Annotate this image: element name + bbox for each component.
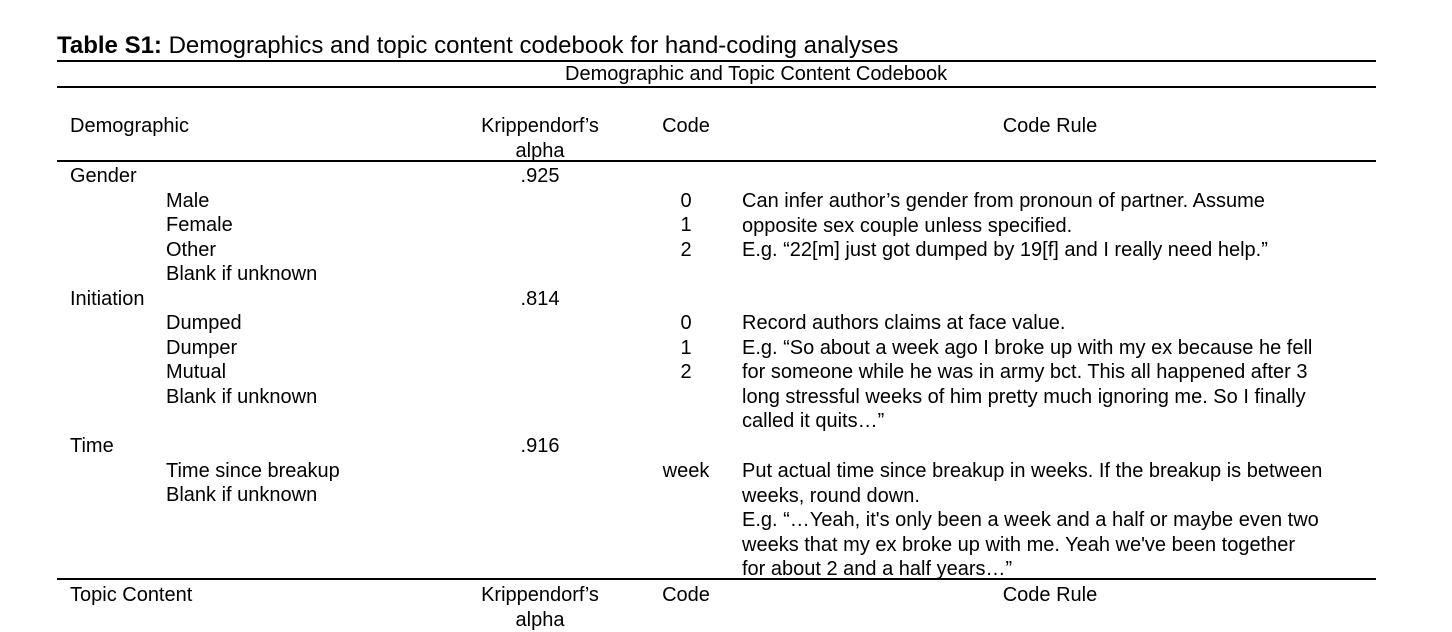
header-alpha-line1: Krippendorf’s [470, 114, 610, 139]
gender-code-rule: Can infer author’s gender from pronoun o… [742, 189, 1372, 263]
initiation-rule-line: E.g. “So about a week ago I broke up wit… [742, 336, 1372, 361]
gender-option-blank: Blank if unknown [166, 262, 317, 287]
topic-header-code: Code [650, 583, 722, 608]
time-option-blank: Blank if unknown [166, 483, 317, 508]
header-demographic: Demographic [70, 114, 189, 139]
table-subtitle: Demographic and Topic Content Codebook [565, 62, 947, 87]
gender-code-male: 0 [650, 189, 722, 214]
time-code-week: week [650, 459, 722, 484]
table-title: Demographics and topic content codebook … [169, 32, 899, 59]
time-alpha: .916 [500, 434, 580, 459]
initiation-alpha: .814 [500, 287, 580, 312]
gender-rule-line: opposite sex couple unless specified. [742, 214, 1372, 239]
header-code-rule: Code Rule [960, 114, 1140, 139]
topic-header-code-rule: Code Rule [960, 583, 1140, 608]
gender-option-female: Female [166, 213, 233, 238]
initiation-code-mutual: 2 [650, 360, 722, 385]
initiation-option-mutual: Mutual [166, 360, 226, 385]
initiation-rule-line: called it quits…” [742, 409, 1372, 434]
gender-rule-line: E.g. “22[m] just got dumped by 19[f] and… [742, 238, 1372, 263]
topic-header-alpha-line1: Krippendorf’s [470, 583, 610, 608]
initiation-code-rule: Record authors claims at face value. E.g… [742, 311, 1372, 434]
time-rule-line: weeks that my ex broke up with me. Yeah … [742, 533, 1372, 558]
initiation-code-dumper: 1 [650, 336, 722, 361]
subtitle-rule [57, 86, 1376, 88]
initiation-code-dumped: 0 [650, 311, 722, 336]
initiation-option-dumper: Dumper [166, 336, 237, 361]
time-rule-line: E.g. “…Yeah, it's only been a week and a… [742, 508, 1372, 533]
time-option-since-breakup: Time since breakup [166, 459, 340, 484]
time-code-rule: Put actual time since breakup in weeks. … [742, 459, 1372, 582]
header-alpha: Krippendorf’s alpha [470, 114, 610, 163]
header-topic-content: Topic Content [70, 583, 192, 608]
header-code: Code [650, 114, 722, 139]
gender-alpha: .925 [500, 164, 580, 189]
demographic-initiation: Initiation [70, 287, 145, 312]
gender-option-other: Other [166, 238, 216, 263]
table-caption: Table S1: Demographics and topic content… [57, 33, 898, 59]
gender-code-female: 1 [650, 213, 722, 238]
demographic-gender: Gender [70, 164, 137, 189]
initiation-rule-line: for someone while he was in army bct. Th… [742, 360, 1372, 385]
time-rule-line: weeks, round down. [742, 484, 1372, 509]
topic-header-alpha: Krippendorf’s alpha [470, 583, 610, 632]
gender-option-male: Male [166, 189, 209, 214]
gender-code-other: 2 [650, 238, 722, 263]
table-label: Table S1: [57, 32, 162, 59]
demographic-time: Time [70, 434, 114, 459]
time-rule-line: Put actual time since breakup in weeks. … [742, 459, 1372, 484]
initiation-option-blank: Blank if unknown [166, 385, 317, 410]
gender-rule-line: Can infer author’s gender from pronoun o… [742, 189, 1372, 214]
initiation-option-dumped: Dumped [166, 311, 242, 336]
initiation-rule-line: Record authors claims at face value. [742, 311, 1372, 336]
section-rule [57, 578, 1376, 580]
topic-header-alpha-line2: alpha [470, 608, 610, 632]
header-rule [57, 160, 1376, 162]
initiation-rule-line: long stressful weeks of him pretty much … [742, 385, 1372, 410]
